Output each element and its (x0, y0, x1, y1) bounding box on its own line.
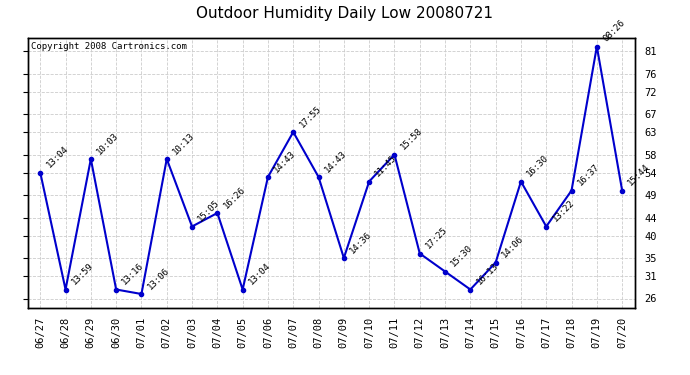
Text: 16:13: 16:13 (475, 261, 500, 287)
Text: 15:30: 15:30 (449, 243, 475, 269)
Text: 08:26: 08:26 (601, 18, 627, 44)
Text: 13:04: 13:04 (247, 261, 272, 287)
Text: Copyright 2008 Cartronics.com: Copyright 2008 Cartronics.com (30, 42, 186, 51)
Text: 13:22: 13:22 (551, 198, 575, 224)
Text: 16:37: 16:37 (575, 162, 601, 188)
Text: 13:16: 13:16 (120, 261, 146, 287)
Text: 16:26: 16:26 (221, 185, 247, 210)
Text: 14:43: 14:43 (323, 149, 348, 174)
Text: 10:03: 10:03 (95, 131, 120, 156)
Text: 15:05: 15:05 (196, 198, 221, 224)
Text: 16:30: 16:30 (525, 153, 551, 179)
Text: 13:06: 13:06 (146, 266, 171, 291)
Text: 10:13: 10:13 (171, 131, 196, 156)
Text: Outdoor Humidity Daily Low 20080721: Outdoor Humidity Daily Low 20080721 (197, 6, 493, 21)
Text: 15:44: 15:44 (627, 162, 651, 188)
Text: 13:04: 13:04 (44, 144, 70, 170)
Text: 15:58: 15:58 (399, 126, 424, 152)
Text: 14:43: 14:43 (272, 149, 297, 174)
Text: 13:59: 13:59 (70, 261, 95, 287)
Text: 17:55: 17:55 (297, 104, 323, 129)
Text: 14:06: 14:06 (500, 234, 525, 260)
Text: 14:36: 14:36 (348, 230, 373, 255)
Text: 11:45: 11:45 (373, 153, 399, 179)
Text: 17:25: 17:25 (424, 225, 449, 251)
